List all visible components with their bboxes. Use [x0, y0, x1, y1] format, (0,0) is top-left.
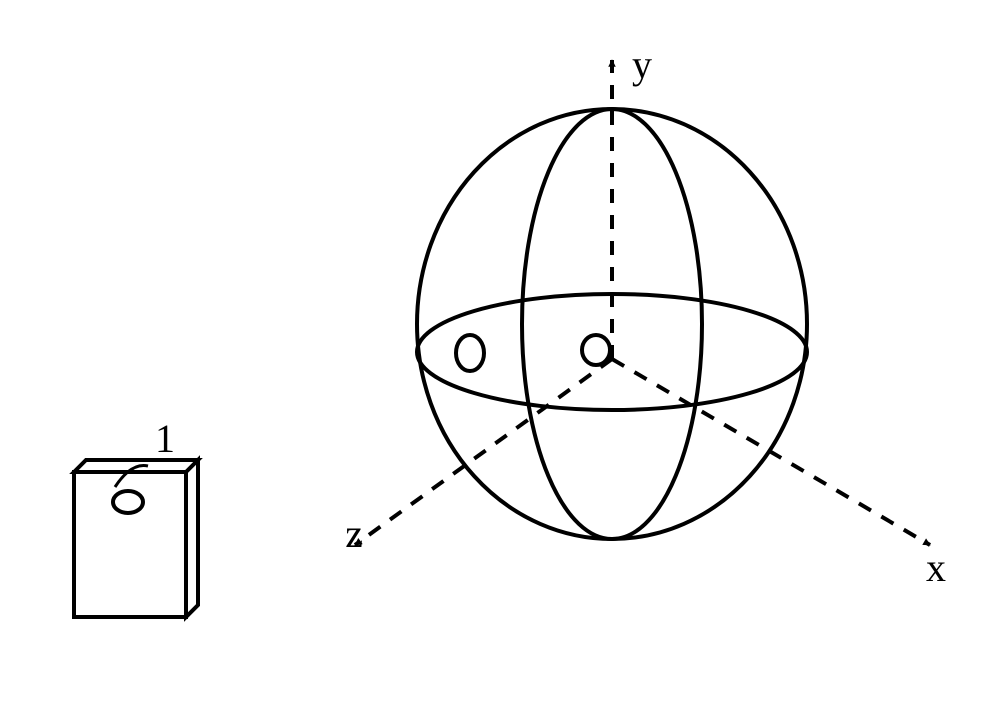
device-front [74, 472, 186, 617]
label-z: z [345, 511, 363, 556]
label-x: x [926, 545, 946, 590]
label-y: y [632, 42, 652, 87]
sphere-point-right [582, 335, 610, 365]
label-one: 1 [155, 416, 175, 461]
sphere-point-left [456, 335, 484, 371]
diagram-svg: y x z 1 [0, 0, 1000, 720]
